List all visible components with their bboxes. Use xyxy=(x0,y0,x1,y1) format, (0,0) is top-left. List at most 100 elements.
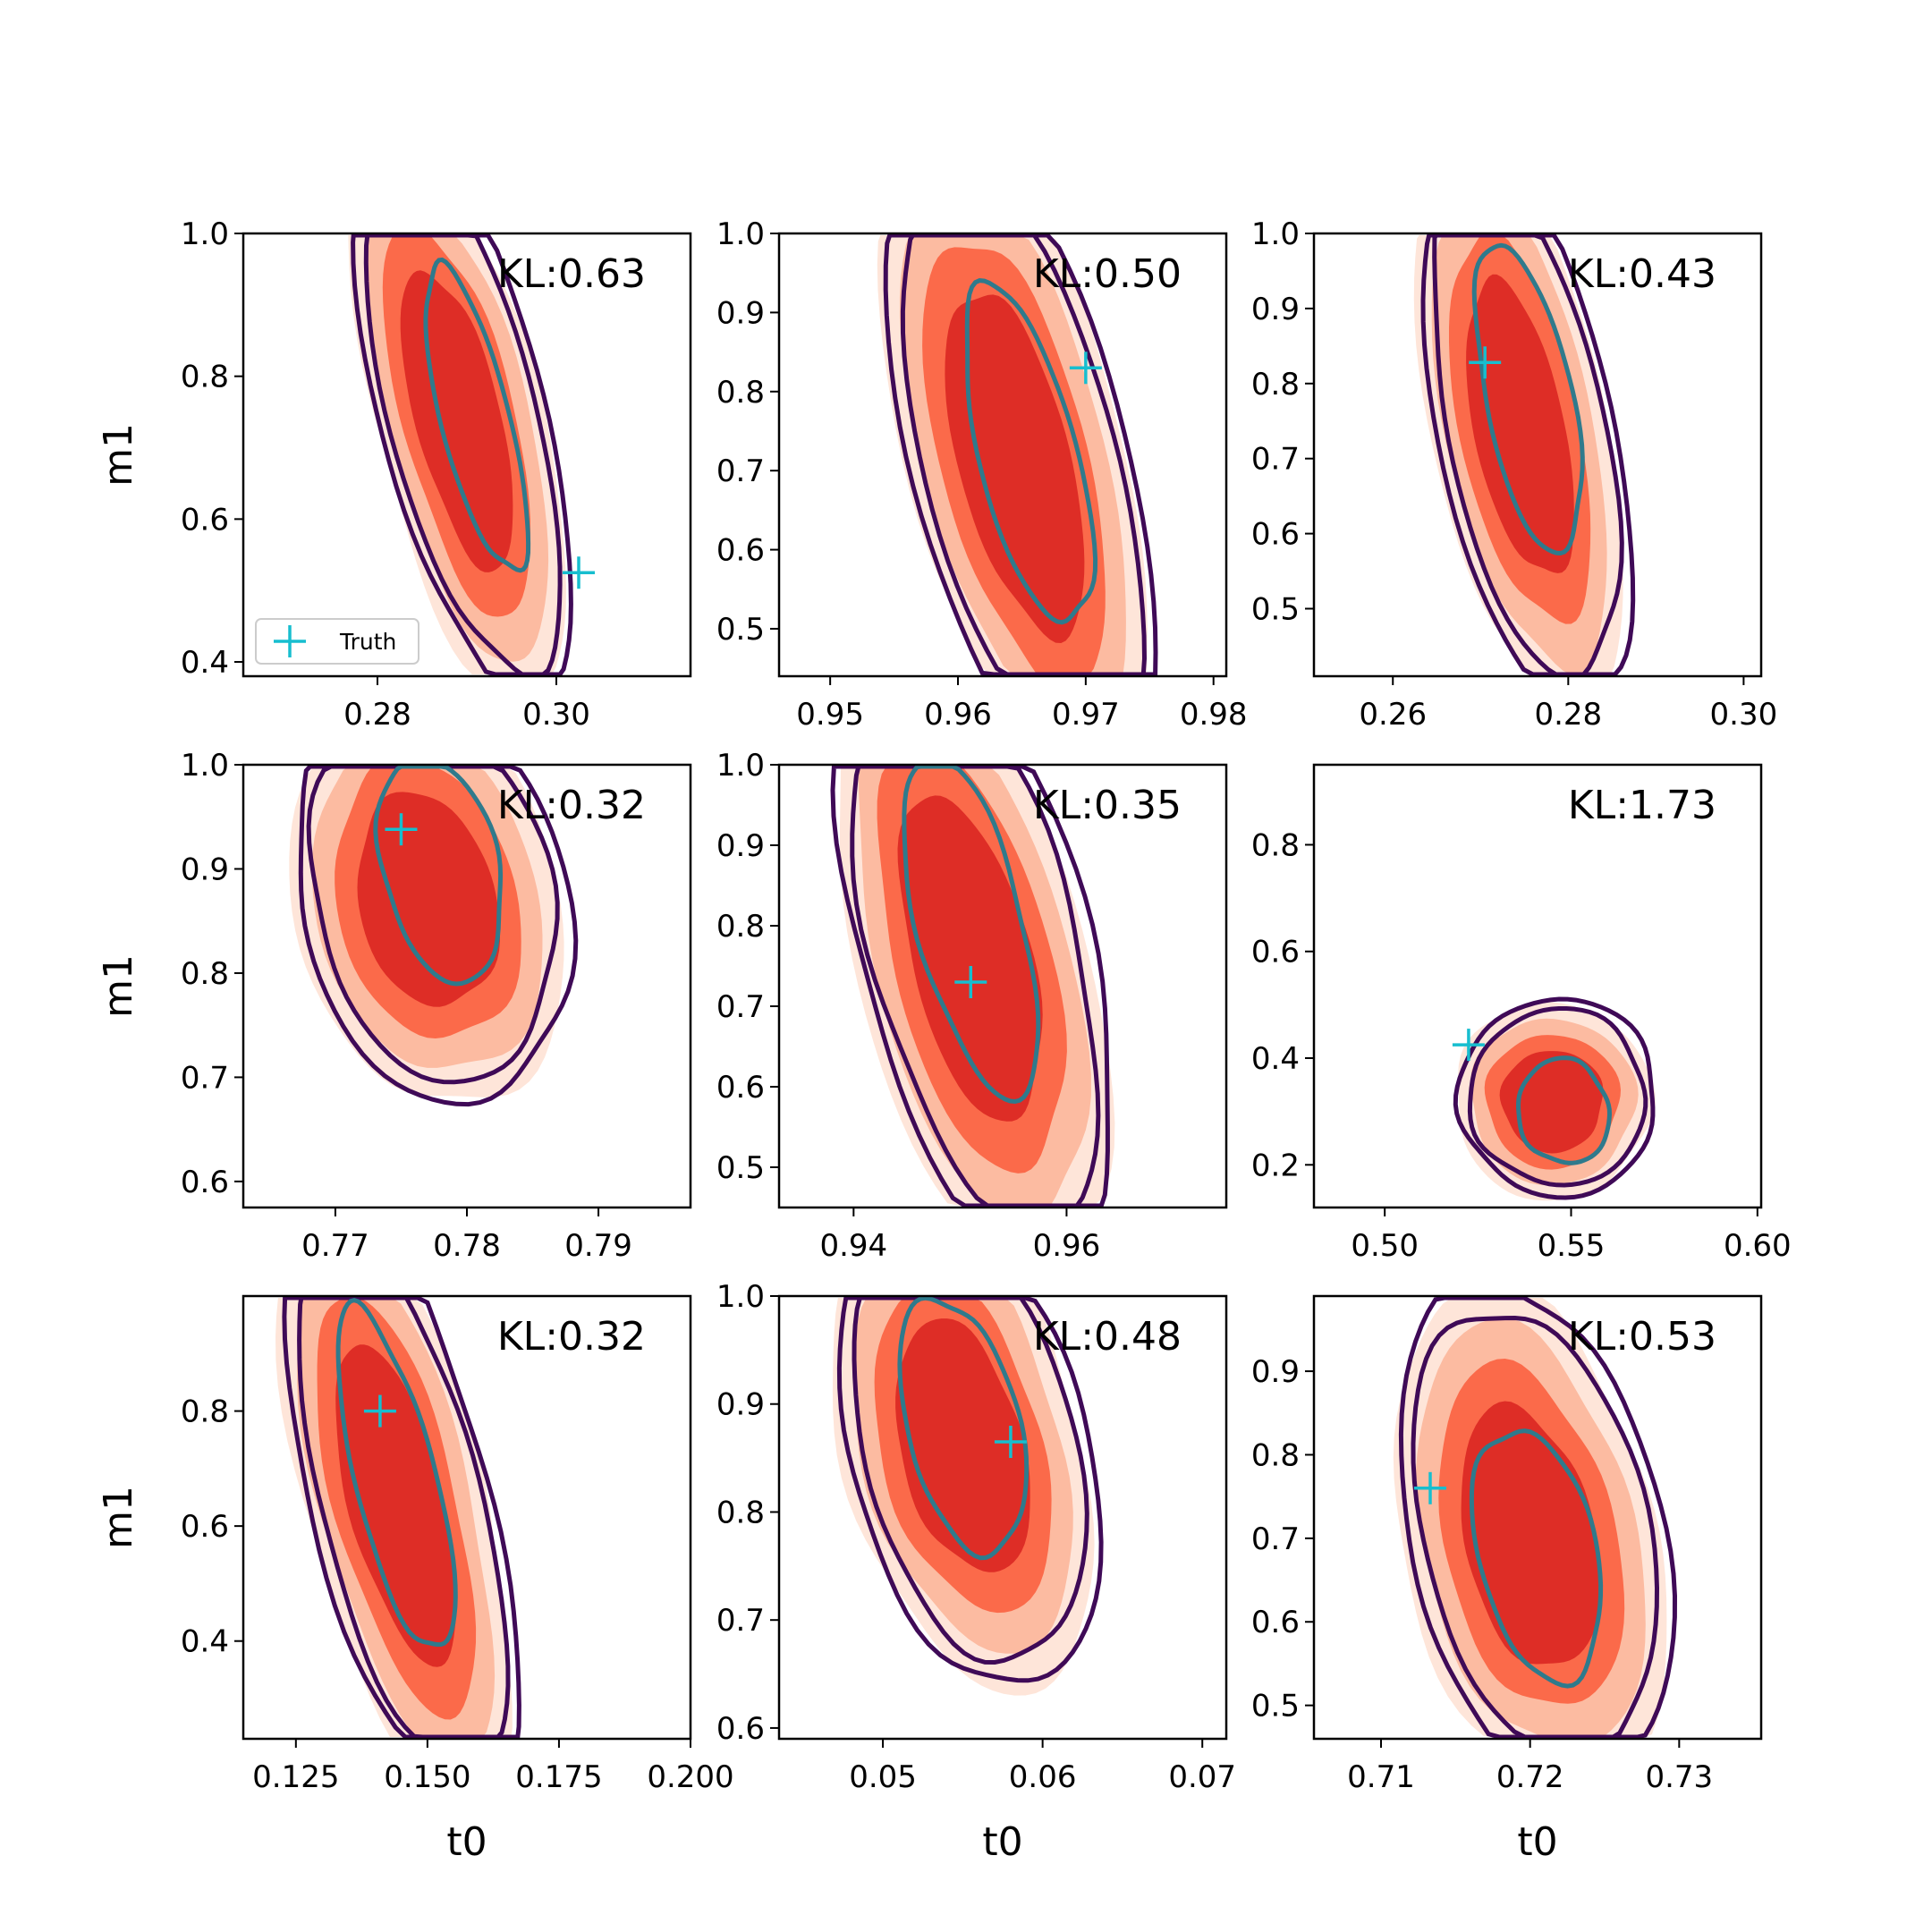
y-tick-label: 0.5 xyxy=(1251,1689,1300,1724)
reference-contour-2 xyxy=(363,233,563,676)
y-tick-label: 0.9 xyxy=(716,1387,765,1423)
x-tick-label: 0.30 xyxy=(522,697,590,733)
reference-contour-2 xyxy=(900,233,1148,676)
y-tick-label: 0.8 xyxy=(181,956,229,992)
x-tick-label: 0.05 xyxy=(849,1759,917,1795)
x-axis-label: t0 xyxy=(1517,1819,1557,1865)
panel-2: 0.95 0.96 0.97 0.98 0.5 0.6 0.7 0.8 0.9 1.0 KL:0.5… xyxy=(716,216,1248,733)
y-tick-label: 0.2 xyxy=(1251,1148,1300,1183)
kl-annotation: KL:0.32 xyxy=(497,783,646,828)
reference-contour-inner xyxy=(964,278,1098,625)
truth-marker xyxy=(954,966,987,998)
reference-contour-inner xyxy=(897,1296,1030,1561)
y-tick-label: 0.9 xyxy=(1251,1354,1300,1390)
kl-annotation: KL:0.53 xyxy=(1568,1314,1716,1360)
reference-contour-2 xyxy=(1432,233,1624,676)
x-tick-label: 0.96 xyxy=(924,697,992,733)
y-tick-label: 1.0 xyxy=(716,1279,765,1315)
y-axis-label: m1 xyxy=(96,1486,141,1549)
truth-marker xyxy=(1069,352,1102,385)
panel-6: 0.50 0.55 0.60 0.2 0.4 0.6 0.8 KL:1.73 xyxy=(1251,763,1792,1264)
y-axis-label: m1 xyxy=(96,954,141,1018)
y-tick-label: 0.7 xyxy=(1251,1521,1300,1557)
panel-8: 0.05 0.06 0.07 0.6 0.7 0.8 0.9 1.0 KL:0.48 t0 xyxy=(716,1279,1236,1865)
density-fill-level-4 xyxy=(1499,1051,1604,1154)
reference-contour-inner xyxy=(902,765,1041,1105)
axes-frame xyxy=(777,763,1228,1209)
y-tick-label: 0.6 xyxy=(1251,517,1300,553)
x-tick-label: 0.26 xyxy=(1359,697,1427,733)
panel-9: 0.71 0.72 0.73 0.5 0.6 0.7 0.8 0.9 KL:0.53 t0 xyxy=(1251,1294,1763,1865)
axes-frame xyxy=(242,1294,692,1741)
density-fill-level-4 xyxy=(335,1344,457,1667)
x-tick-label: 0.30 xyxy=(1710,697,1778,733)
panel-1: 0.28 0.30 0.4 0.6 0.8 1.0 KL:0.63 m1 Truth xyxy=(96,216,692,733)
y-tick-label: 1.0 xyxy=(181,216,229,252)
legend-label: Truth xyxy=(339,629,396,655)
axes-frame xyxy=(1312,1294,1763,1741)
y-tick-label: 0.8 xyxy=(1251,1437,1300,1473)
x-tick-label: 0.79 xyxy=(564,1228,632,1264)
reference-contour-2 xyxy=(306,765,560,1085)
x-tick-label: 0.07 xyxy=(1168,1759,1236,1795)
x-tick-label: 0.98 xyxy=(1180,697,1248,733)
kl-annotation: KL:0.50 xyxy=(1033,251,1182,297)
y-tick-label: 0.6 xyxy=(1251,1605,1300,1640)
x-tick-label: 0.60 xyxy=(1724,1228,1792,1264)
x-tick-label: 0.72 xyxy=(1496,1759,1564,1795)
x-tick-label: 0.175 xyxy=(515,1759,602,1795)
x-tick-label: 0.78 xyxy=(433,1228,501,1264)
x-tick-label: 0.77 xyxy=(301,1228,369,1264)
reference-contour-inner xyxy=(1471,242,1585,556)
y-tick-label: 0.4 xyxy=(1251,1041,1300,1077)
y-tick-label: 1.0 xyxy=(1251,216,1300,252)
kl-annotation: KL:1.73 xyxy=(1568,783,1716,828)
truth-marker xyxy=(1469,346,1502,379)
x-tick-label: 0.94 xyxy=(819,1228,887,1264)
x-tick-label: 0.73 xyxy=(1645,1759,1713,1795)
y-tick-label: 0.9 xyxy=(716,828,765,864)
y-tick-label: 0.7 xyxy=(181,1060,229,1096)
y-tick-label: 0.8 xyxy=(181,360,229,395)
reference-contour-inner xyxy=(1515,1055,1613,1165)
y-tick-label: 1.0 xyxy=(181,748,229,784)
y-axis-label: m1 xyxy=(96,423,141,487)
reference-contour-2 xyxy=(1411,1315,1660,1739)
reference-contour-2 xyxy=(850,765,1101,1208)
truth-marker xyxy=(994,1425,1027,1458)
y-tick-label: 0.5 xyxy=(1251,591,1300,627)
kl-annotation: KL:0.32 xyxy=(497,1314,646,1360)
y-tick-label: 0.6 xyxy=(716,1070,765,1106)
panel-5: 0.94 0.96 0.5 0.6 0.7 0.8 0.9 1.0 KL:0.35 xyxy=(716,748,1228,1264)
y-tick-label: 0.9 xyxy=(1251,292,1300,327)
y-tick-label: 0.5 xyxy=(716,1150,765,1186)
reference-contour-2 xyxy=(1467,1006,1648,1188)
truth-marker xyxy=(363,1394,396,1428)
y-tick-label: 0.7 xyxy=(716,1603,765,1639)
y-tick-label: 1.0 xyxy=(716,748,765,784)
panel-7: 0.125 0.150 0.175 0.200 0.4 0.6 0.8 KL:0.32 m1 t0 xyxy=(96,1294,734,1865)
reference-contour-2 xyxy=(297,1296,511,1739)
x-tick-label: 0.95 xyxy=(796,697,864,733)
reference-contour-1 xyxy=(1398,1296,1678,1739)
y-tick-label: 0.8 xyxy=(1251,367,1300,402)
y-tick-label: 0.8 xyxy=(1251,827,1300,863)
y-tick-label: 0.9 xyxy=(716,295,765,331)
density-fill-level-4 xyxy=(897,795,1043,1122)
truth-marker xyxy=(1452,1029,1485,1062)
y-tick-label: 0.9 xyxy=(181,852,229,887)
x-tick-label: 0.150 xyxy=(384,1759,470,1795)
y-tick-label: 0.6 xyxy=(181,1509,229,1545)
y-tick-label: 0.7 xyxy=(716,453,765,489)
density-fill-level-4 xyxy=(945,294,1085,643)
x-tick-label: 0.55 xyxy=(1538,1228,1606,1264)
kl-annotation: KL:0.43 xyxy=(1568,251,1716,297)
x-tick-label: 0.50 xyxy=(1351,1228,1419,1264)
y-tick-label: 0.6 xyxy=(716,1711,765,1747)
axes-frame xyxy=(777,1294,1228,1741)
truth-marker xyxy=(563,556,595,589)
y-tick-label: 0.4 xyxy=(181,1624,229,1660)
reference-contour-inner xyxy=(335,1297,458,1648)
y-tick-label: 0.5 xyxy=(716,612,765,648)
